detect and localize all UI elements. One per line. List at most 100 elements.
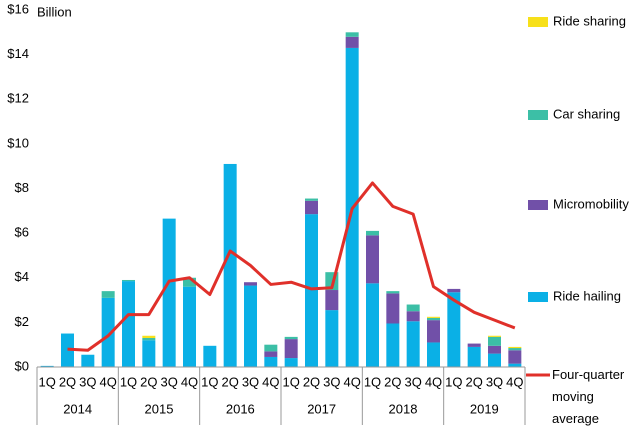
- bar-segment: [244, 282, 257, 286]
- x-tick-label: 2Q: [384, 374, 401, 389]
- y-tick-label: $8: [15, 180, 29, 195]
- bar-segment: [447, 288, 461, 293]
- bar-segment: [467, 346, 481, 367]
- y-tick-label: $6: [15, 225, 29, 240]
- moving-average-line: [67, 181, 516, 352]
- bar-segment: [345, 36, 359, 48]
- bar-segment: [244, 285, 257, 367]
- legend-swatch: [528, 292, 548, 302]
- bar-segment: [142, 337, 156, 341]
- year-label: 2017: [307, 401, 336, 416]
- bar-segment: [284, 339, 298, 359]
- x-tick-label: 2Q: [221, 374, 238, 389]
- x-tick-label: 2Q: [140, 374, 157, 389]
- y-tick-label: $10: [7, 135, 29, 150]
- legend-label: Micromobility: [553, 196, 629, 211]
- bar-segment: [264, 351, 278, 357]
- bar-segment: [284, 336, 298, 340]
- y-tick-label: $16: [7, 1, 29, 16]
- y-tick-label: $14: [7, 46, 29, 61]
- bar-segment: [427, 342, 440, 367]
- bar-segment: [122, 279, 135, 282]
- y-tick-label: $2: [15, 314, 29, 329]
- bar-segment: [142, 340, 156, 367]
- x-tick-label: 1Q: [445, 374, 462, 389]
- year-label: 2016: [226, 401, 255, 416]
- x-tick-label: 1Q: [364, 374, 381, 389]
- legend-label: Car sharing: [553, 106, 620, 121]
- year-label: 2019: [470, 401, 499, 416]
- bar-segment: [406, 304, 420, 312]
- bar-segment: [162, 218, 176, 367]
- year-label: 2014: [63, 401, 92, 416]
- bar-segment: [142, 335, 156, 338]
- bar-segment: [305, 198, 318, 201]
- legend-swatch: [528, 200, 548, 210]
- year-label: 2018: [389, 401, 418, 416]
- unit-label: Billion: [37, 4, 72, 19]
- y-tick-label: $12: [7, 91, 29, 106]
- x-tick-label: 3Q: [404, 374, 421, 389]
- x-tick-label: 2Q: [59, 374, 76, 389]
- x-tick-label: 3Q: [486, 374, 503, 389]
- bar-segment: [508, 350, 522, 364]
- x-tick-label: 4Q: [99, 374, 116, 389]
- x-tick-label: 3Q: [79, 374, 96, 389]
- legend-swatch: [528, 110, 548, 120]
- x-tick-label: 1Q: [38, 374, 55, 389]
- x-tick-label: 4Q: [181, 374, 198, 389]
- bar-segment: [427, 316, 440, 318]
- x-tick-label: 3Q: [242, 374, 259, 389]
- legend-swatch: [528, 17, 548, 27]
- legend-label: Four-quarter moving average: [552, 367, 625, 426]
- bar-segment: [406, 321, 420, 367]
- bar-segment: [305, 214, 318, 367]
- bar-segment: [488, 336, 501, 346]
- x-tick-label: 3Q: [160, 374, 177, 389]
- x-tick-label: 4Q: [262, 374, 279, 389]
- bar-segment: [81, 354, 95, 367]
- year-label: 2015: [145, 401, 174, 416]
- bar-segment: [40, 365, 54, 367]
- bar-segment: [488, 345, 501, 354]
- bar-segment: [101, 291, 115, 298]
- x-tick-label: 3Q: [323, 374, 340, 389]
- x-tick-label: 2Q: [303, 374, 320, 389]
- bar-segment: [508, 346, 522, 349]
- bar-segment: [508, 348, 522, 351]
- x-tick-label: 1Q: [201, 374, 218, 389]
- bar-segment: [447, 292, 461, 367]
- bar-segment: [386, 291, 400, 294]
- bar-segment: [223, 163, 237, 367]
- bar-segment: [366, 283, 379, 367]
- bar-segment: [345, 32, 359, 37]
- bar-segment: [325, 310, 339, 367]
- legend-label: Ride hailing: [553, 288, 621, 303]
- x-tick-label: 4Q: [506, 374, 523, 389]
- bar-segment: [366, 230, 379, 236]
- legend-label: Ride sharing: [553, 13, 626, 28]
- bar-segment: [488, 335, 501, 337]
- bar-segment: [101, 297, 115, 367]
- bar-segment: [488, 353, 501, 367]
- bar-segment: [467, 343, 481, 347]
- y-tick-label: $0: [15, 358, 29, 373]
- bar-segment: [203, 345, 217, 367]
- bar-segment: [122, 281, 135, 367]
- bar-segment: [508, 363, 522, 367]
- bar-segment: [386, 293, 400, 324]
- x-tick-label: 4Q: [343, 374, 360, 389]
- bar-segment: [366, 235, 379, 284]
- bar-segment: [305, 200, 318, 215]
- bar-segment: [325, 290, 339, 311]
- x-tick-label: 4Q: [425, 374, 442, 389]
- bar-segment: [386, 323, 400, 367]
- bar-segment: [264, 344, 278, 352]
- x-tick-label: 2Q: [465, 374, 482, 389]
- bar-segment: [427, 317, 440, 321]
- bar-segment: [427, 320, 440, 343]
- bar-segment: [406, 311, 420, 322]
- bar-segment: [183, 277, 196, 287]
